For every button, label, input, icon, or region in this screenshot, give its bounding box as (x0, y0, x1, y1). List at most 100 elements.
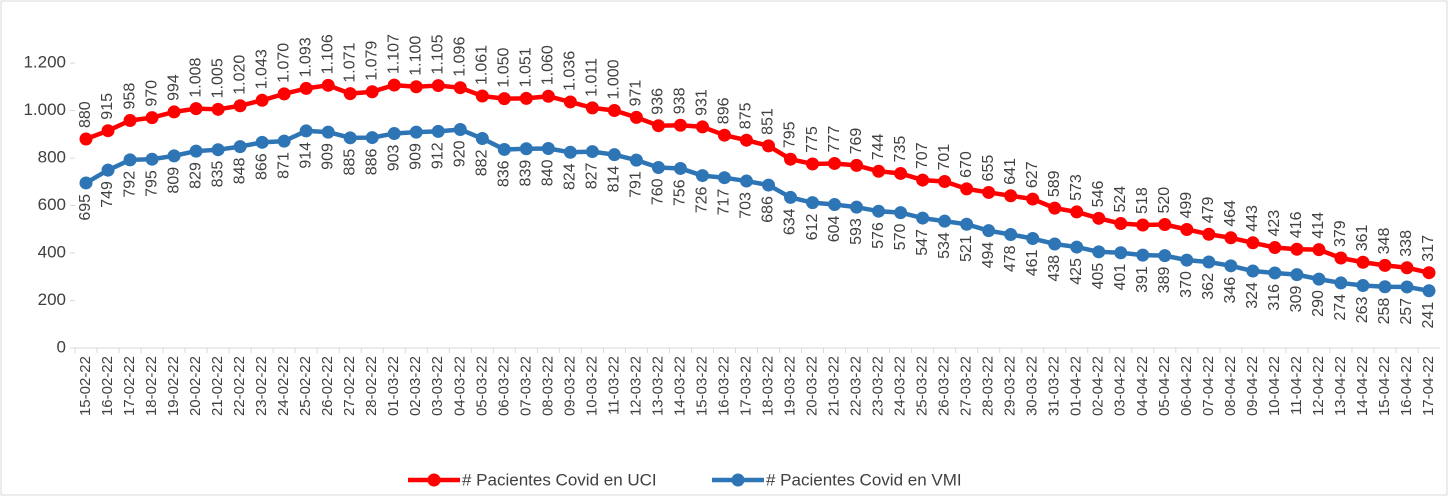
data-label: 880 (77, 101, 94, 128)
x-tick-label: 18-03-22 (759, 356, 776, 416)
x-tick-label: 28-03-22 (980, 356, 997, 416)
x-tick-label: 04-04-22 (1134, 356, 1151, 416)
data-label: 274 (1332, 294, 1349, 321)
x-tick-label: 16-04-22 (1398, 356, 1415, 416)
legend-marker (427, 473, 441, 487)
x-tick-label: 31-03-22 (1046, 356, 1063, 416)
x-tick-label: 22-03-22 (848, 356, 865, 416)
legend-marker (731, 473, 745, 487)
data-label: 423 (1266, 210, 1283, 237)
data-point (806, 196, 820, 210)
data-point (211, 143, 225, 157)
data-point (1224, 259, 1238, 273)
data-label: 1.036 (562, 51, 579, 91)
data-point (585, 145, 599, 159)
data-point (1224, 231, 1238, 245)
x-tick-label: 01-04-22 (1068, 356, 1085, 416)
data-label: 920 (452, 140, 469, 167)
data-point (1136, 248, 1150, 262)
data-label: 257 (1398, 298, 1415, 325)
data-label: 521 (958, 235, 975, 262)
data-point (365, 85, 379, 99)
data-point (387, 127, 401, 141)
data-label: 443 (1244, 205, 1261, 232)
data-label: 936 (650, 88, 667, 115)
data-point (938, 214, 952, 228)
data-label: 348 (1376, 228, 1393, 255)
x-tick-label: 24-03-22 (892, 356, 909, 416)
x-tick-label: 22-02-22 (231, 356, 248, 416)
x-tick-label: 21-02-22 (209, 356, 226, 416)
data-label: 909 (407, 143, 424, 170)
x-tick-label: 17-04-22 (1420, 356, 1437, 416)
data-label: 499 (1178, 192, 1195, 219)
x-tick-label: 12-03-22 (627, 356, 644, 416)
data-label: 707 (914, 142, 931, 169)
data-point (497, 142, 511, 156)
data-point (784, 152, 798, 166)
x-tick-label: 27-03-22 (958, 356, 975, 416)
data-label: 309 (1288, 286, 1305, 313)
x-tick-label: 20-02-22 (187, 356, 204, 416)
data-label: 405 (1090, 263, 1107, 290)
y-tick-label: 1.000 (23, 100, 66, 119)
data-point (828, 156, 842, 170)
data-label: 425 (1068, 258, 1085, 285)
x-tick-label: 18-02-22 (143, 356, 160, 416)
data-point (563, 95, 577, 109)
data-label: 835 (209, 161, 226, 188)
data-point (1378, 280, 1392, 294)
data-point (1202, 227, 1216, 241)
data-label: 839 (518, 160, 535, 187)
data-point (409, 125, 423, 139)
data-label: 827 (584, 162, 601, 189)
data-point (1070, 240, 1084, 254)
data-point (277, 134, 291, 148)
data-point (1400, 280, 1414, 294)
data-label: 612 (804, 214, 821, 241)
data-point (960, 217, 974, 231)
legend-label: # Pacientes Covid en UCI (462, 470, 657, 489)
legend-label: # Pacientes Covid en VMI (766, 470, 962, 489)
data-label: 958 (121, 83, 138, 110)
data-point (872, 164, 886, 178)
data-label: 1.100 (407, 36, 424, 76)
data-label: 931 (694, 89, 711, 116)
data-label: 494 (980, 242, 997, 269)
data-point (1114, 217, 1128, 231)
y-tick-label: 600 (38, 195, 66, 214)
x-tick-label: 25-02-22 (297, 356, 314, 416)
x-tick-label: 19-02-22 (165, 356, 182, 416)
data-point (1422, 266, 1436, 280)
data-point (123, 113, 137, 127)
data-point (1136, 218, 1150, 232)
data-label: 726 (694, 186, 711, 213)
data-label: 464 (1222, 200, 1239, 227)
x-tick-label: 03-04-22 (1112, 356, 1129, 416)
data-point (916, 211, 930, 225)
data-point (673, 161, 687, 175)
data-point (1114, 246, 1128, 260)
data-label: 769 (848, 128, 865, 155)
data-point (916, 173, 930, 187)
data-point (167, 149, 181, 163)
data-point (343, 87, 357, 101)
data-point (475, 132, 489, 146)
data-point (739, 174, 753, 188)
data-point (806, 157, 820, 171)
data-label: 546 (1090, 181, 1107, 208)
data-label: 851 (760, 108, 777, 135)
data-point (1026, 232, 1040, 246)
x-tick-label: 02-03-22 (407, 356, 424, 416)
data-label: 389 (1156, 267, 1173, 294)
data-point (894, 166, 908, 180)
data-point (321, 125, 335, 139)
data-point (717, 128, 731, 142)
data-point (739, 133, 753, 147)
data-label: 641 (1002, 158, 1019, 185)
data-point (1026, 192, 1040, 206)
data-label: 263 (1354, 296, 1371, 323)
data-label: 576 (870, 222, 887, 249)
data-label: 324 (1244, 282, 1261, 309)
data-label: 478 (1002, 245, 1019, 272)
